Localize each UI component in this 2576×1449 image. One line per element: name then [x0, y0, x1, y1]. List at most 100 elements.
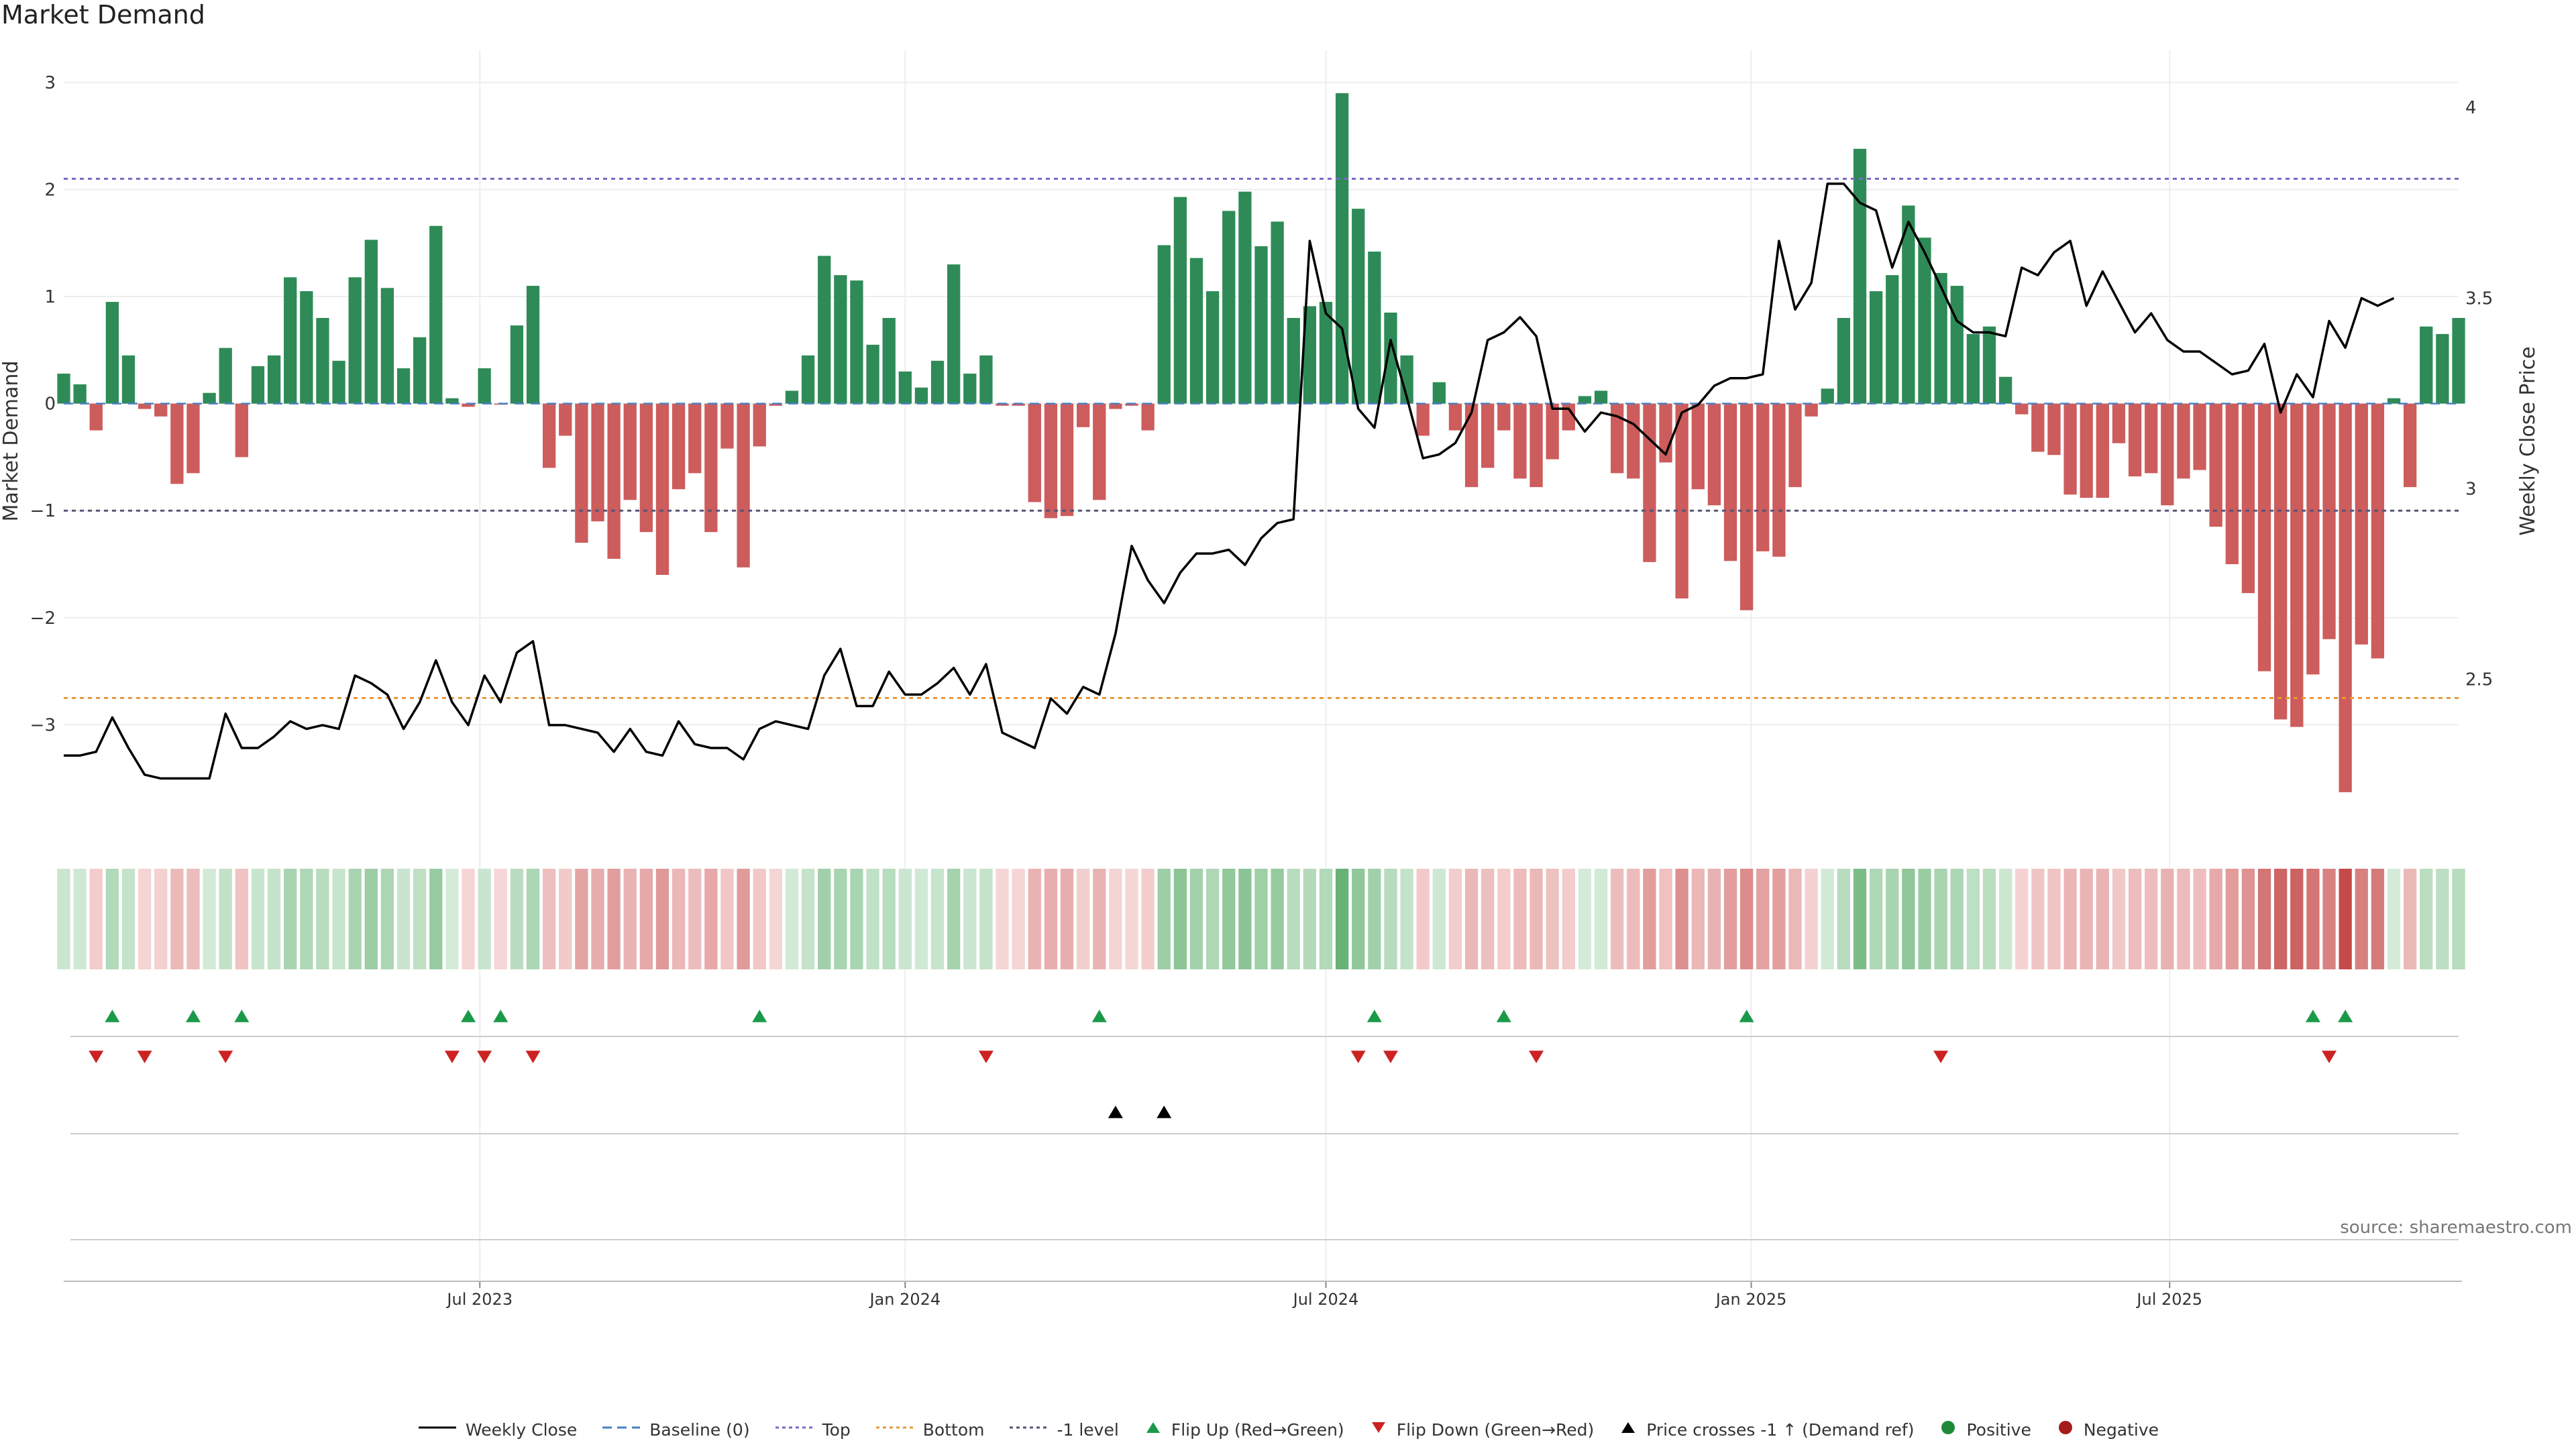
- legend-item: Baseline (0): [601, 1419, 750, 1440]
- legend-label: Top: [822, 1419, 851, 1440]
- demand-bar: [1060, 403, 1074, 517]
- demand-bar: [1869, 291, 1883, 404]
- heat-cell: [1335, 869, 1349, 969]
- demand-bar: [1918, 237, 1931, 404]
- heat-cell: [526, 869, 540, 969]
- demand-bar: [1837, 317, 1851, 404]
- heat-cell: [2387, 869, 2401, 969]
- demand-bar: [850, 280, 863, 404]
- demand-bar: [186, 403, 200, 474]
- demand-bar: [380, 288, 394, 404]
- heat-cell: [1416, 869, 1430, 969]
- heat-cell: [720, 869, 734, 969]
- flip-up-marker-icon: [105, 1010, 120, 1022]
- demand-bar: [979, 355, 993, 404]
- heat-cell: [1998, 869, 2012, 969]
- heat-cell: [1934, 869, 1947, 969]
- x-tick-label: Jul 2025: [2135, 1290, 2202, 1309]
- demand-bar: [2290, 403, 2304, 727]
- legend-item: Price crosses -1 ↑ (Demand ref): [1618, 1419, 1914, 1440]
- demand-bar: [704, 403, 718, 533]
- y2-tick-label: 4: [2465, 98, 2477, 118]
- demand-bar: [203, 392, 216, 404]
- demand-bar: [2241, 403, 2255, 594]
- demand-bar: [219, 347, 232, 404]
- flip-down-marker-icon: [1350, 1051, 1366, 1063]
- legend-label: Flip Down (Green→Red): [1396, 1419, 1595, 1440]
- heat-cell: [348, 869, 362, 969]
- legend-label: Price crosses -1 ↑ (Demand ref): [1646, 1419, 1915, 1440]
- y-tick-label: 2: [44, 180, 56, 200]
- heat-cell: [947, 869, 961, 969]
- dot-green-icon: [1938, 1419, 1958, 1440]
- heat-cell: [1966, 869, 1980, 969]
- demand-bar: [1805, 403, 1818, 417]
- demand-bar: [1529, 403, 1543, 488]
- heat-cell: [1352, 869, 1365, 969]
- heat-cell: [834, 869, 847, 969]
- heat-cell: [1643, 869, 1656, 969]
- heat-cell: [963, 869, 977, 969]
- flip-up-marker-icon: [1739, 1010, 1754, 1022]
- legend-item: Flip Down (Green→Red): [1368, 1419, 1595, 1440]
- legend-swatch: [601, 1419, 641, 1440]
- heat-cell: [1805, 869, 1818, 969]
- heat-cell: [380, 869, 394, 969]
- heat-cell: [1869, 869, 1883, 969]
- demand-bar: [769, 403, 782, 406]
- demand-bar: [1546, 403, 1559, 460]
- heat-cell: [1707, 869, 1721, 969]
- demand-bar: [818, 256, 831, 404]
- heat-cell: [996, 869, 1009, 969]
- legend-label: Weekly Close: [465, 1419, 578, 1440]
- legend-swatch: [774, 1419, 814, 1440]
- demand-bar: [1756, 403, 1770, 551]
- heat-cell: [1691, 869, 1705, 969]
- demand-bar: [1205, 291, 1220, 404]
- heat-cell: [1578, 869, 1592, 969]
- legend-label: Negative: [2083, 1419, 2159, 1440]
- weekly-close-line: [64, 182, 2395, 780]
- flip-down-marker-icon: [444, 1051, 460, 1063]
- heat-cell: [2420, 869, 2433, 969]
- demand-bar: [332, 360, 345, 404]
- demand-bar: [688, 403, 702, 474]
- heat-cell: [396, 869, 411, 969]
- flip-down-marker-icon: [525, 1051, 541, 1063]
- heat-cell: [510, 869, 524, 969]
- heat-cell: [2322, 869, 2336, 969]
- demand-bar: [2161, 403, 2174, 506]
- y2-tick-label: 2.5: [2465, 670, 2493, 690]
- demand-bar: [963, 373, 977, 404]
- heat-cell: [1821, 869, 1834, 969]
- demand-bar: [543, 403, 556, 468]
- flip-up-marker-icon: [185, 1010, 201, 1022]
- demand-bar: [866, 344, 879, 404]
- legend-swatch: [417, 1419, 458, 1440]
- heat-cell: [1432, 869, 1446, 969]
- flip-down-marker-icon: [1383, 1051, 1398, 1063]
- heat-cell: [1481, 869, 1495, 969]
- x-tick-label: Jul 2024: [1292, 1290, 1359, 1309]
- demand-bar: [251, 366, 265, 404]
- heat-cell: [2193, 869, 2206, 969]
- demand-bar: [1611, 403, 1624, 474]
- legend-label: Baseline (0): [649, 1419, 750, 1440]
- heat-cell: [2209, 869, 2222, 969]
- demand-bar: [591, 403, 604, 522]
- demand-bar: [1707, 403, 1721, 506]
- legend-item: -1 level: [1008, 1419, 1119, 1440]
- heat-cell: [2355, 869, 2368, 969]
- flip-up-marker-icon: [461, 1010, 476, 1022]
- heat-cell: [89, 869, 103, 969]
- demand-bar: [1853, 148, 1867, 404]
- legend-label: -1 level: [1057, 1419, 1119, 1440]
- demand-bar: [73, 384, 87, 404]
- demand-bar: [2436, 333, 2449, 404]
- flip-up-marker-icon: [1496, 1010, 1511, 1022]
- flip-up-marker-icon: [1366, 1010, 1382, 1022]
- demand-bar: [2145, 403, 2158, 474]
- demand-bar: [1448, 403, 1462, 431]
- heat-cell: [1837, 869, 1851, 969]
- demand-bar: [882, 317, 896, 404]
